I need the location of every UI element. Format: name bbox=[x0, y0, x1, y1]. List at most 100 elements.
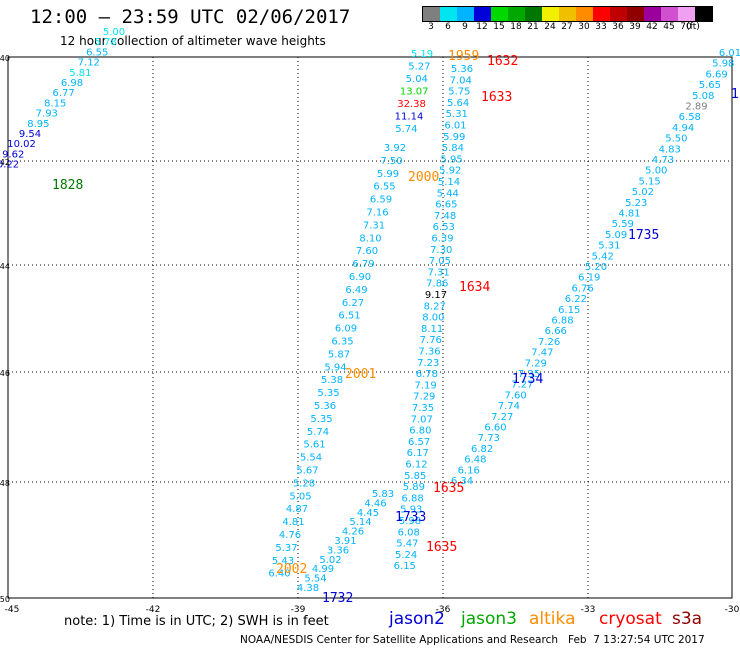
wave-height-label: 5.38 bbox=[321, 375, 343, 386]
wave-height-label: 10.02 bbox=[7, 139, 36, 150]
wave-height-label: 6.77 bbox=[52, 88, 74, 99]
pass-time-label: 1635 bbox=[426, 540, 457, 555]
wave-height-label: 5.94 bbox=[324, 362, 346, 373]
wave-height-label: 7.12 bbox=[78, 58, 100, 69]
wave-height-label: 5.93 bbox=[400, 505, 422, 516]
colorbar-swatch bbox=[542, 7, 559, 21]
colorbar-label: 3 bbox=[428, 22, 434, 32]
wave-height-label: 5.05 bbox=[289, 491, 311, 502]
pass-time-label: 1 bbox=[731, 87, 739, 102]
wave-height-label: 9.62 bbox=[2, 149, 24, 160]
wave-height-label: 6.01 bbox=[444, 121, 466, 132]
wave-height-label: 4.81 bbox=[282, 517, 304, 528]
wave-height-label: 5.43 bbox=[272, 556, 294, 567]
pass-time-label: 1959 bbox=[448, 49, 479, 64]
pass-time-label: 2002 bbox=[276, 562, 307, 577]
lat-tick-label: -50 bbox=[0, 595, 10, 604]
colorbar-swatch bbox=[525, 7, 542, 21]
colorbar-label: 36 bbox=[612, 22, 624, 32]
colorbar-swatch bbox=[440, 7, 457, 21]
lon-tick-label: -30 bbox=[725, 605, 740, 615]
colorbar-label: 15 bbox=[493, 22, 505, 32]
wave-height-label: 11.14 bbox=[395, 112, 424, 123]
wave-height-label: 5.28 bbox=[293, 478, 315, 489]
wave-height-label: 6.55 bbox=[373, 182, 395, 193]
wave-height-label: 7.31 bbox=[363, 220, 385, 231]
lon-tick-label: -39 bbox=[291, 605, 306, 615]
pass-time-label: 1733 bbox=[395, 510, 426, 525]
wave-height-label: 5.74 bbox=[395, 124, 417, 135]
wave-height-label: 4.73 bbox=[652, 155, 674, 166]
colorbar-unit: (ft) bbox=[686, 22, 700, 32]
wave-height-label: 5.75 bbox=[448, 87, 470, 98]
colorbar-label: 24 bbox=[544, 22, 556, 32]
pass-time-label: 2000 bbox=[408, 170, 439, 185]
wave-height-label: 9.17 bbox=[425, 290, 447, 301]
wave-height-label: 7.07 bbox=[411, 414, 433, 425]
wave-height-label: 5.98 bbox=[712, 59, 734, 70]
wave-height-label: 6.55 bbox=[86, 47, 108, 58]
lat-tick-label: -44 bbox=[0, 262, 10, 271]
colorbar-label: 21 bbox=[527, 22, 539, 32]
colorbar-label: 39 bbox=[629, 22, 641, 32]
wave-height-label: 3.92 bbox=[384, 143, 406, 154]
wave-height-label: 7.76 bbox=[420, 335, 442, 346]
colorbar bbox=[422, 6, 713, 22]
wave-height-label: 5.92 bbox=[439, 166, 461, 177]
wave-height-label: 5.31 bbox=[598, 241, 620, 252]
wave-height-label: 6.39 bbox=[431, 234, 453, 245]
wave-height-label: 7.73 bbox=[478, 433, 500, 444]
wave-height-label: 6.82 bbox=[471, 444, 493, 455]
wave-height-label: 7.35 bbox=[412, 403, 434, 414]
wave-height-label: 5.81 bbox=[69, 68, 91, 79]
wave-height-label: 6.98 bbox=[61, 78, 83, 89]
wave-height-label: 6.12 bbox=[405, 460, 427, 471]
wave-height-label: 7.47 bbox=[531, 348, 553, 359]
wave-height-label: 9.54 bbox=[19, 129, 41, 140]
pass-time-label: 1635 bbox=[433, 481, 464, 496]
wave-height-label: 7.27 bbox=[491, 412, 513, 423]
pass-time-label: 1732 bbox=[322, 591, 353, 606]
colorbar-label: 33 bbox=[595, 22, 607, 32]
legend-item-altika: altika bbox=[529, 609, 576, 629]
lon-tick-label: -33 bbox=[581, 605, 596, 615]
wave-height-label: 4.76 bbox=[279, 530, 301, 541]
map-frame bbox=[7, 56, 733, 599]
wave-height-label: 4.83 bbox=[659, 144, 681, 155]
wave-height-label: 5.36 bbox=[451, 64, 473, 75]
wave-height-label: 6.90 bbox=[349, 272, 371, 283]
wave-height-label: 6.78 bbox=[416, 369, 438, 380]
lat-tick-label: -40 bbox=[0, 54, 10, 63]
wave-height-label: 5.54 bbox=[304, 574, 326, 585]
wave-height-label: 6.57 bbox=[408, 437, 430, 448]
wave-height-label: 4.38 bbox=[297, 583, 319, 594]
wave-height-label: 6.88 bbox=[551, 316, 573, 327]
wave-height-label: 5.27 bbox=[408, 62, 430, 73]
wave-height-label: 5.44 bbox=[437, 188, 459, 199]
wave-height-label: 8.15 bbox=[44, 98, 66, 109]
wave-height-label: 5.02 bbox=[319, 555, 341, 566]
pass-time-label: 1632 bbox=[487, 54, 518, 69]
wave-height-label: 7.50 bbox=[380, 156, 402, 167]
colorbar-label: 18 bbox=[510, 22, 522, 32]
wave-height-label: 7.48 bbox=[434, 211, 456, 222]
wave-height-label: 6.69 bbox=[705, 69, 727, 80]
wave-height-label: 5.35 bbox=[317, 388, 339, 399]
wave-height-label: 6.15 bbox=[394, 561, 416, 572]
wave-height-label: 6.59 bbox=[370, 195, 392, 206]
colorbar-swatch bbox=[457, 7, 474, 21]
wave-height-label: 5.99 bbox=[443, 132, 465, 143]
page-subtitle: 12 hour collection of altimeter wave hei… bbox=[60, 34, 326, 48]
wave-height-label: 5.98 bbox=[399, 516, 421, 527]
colorbar-swatch bbox=[491, 7, 508, 21]
wave-height-label: 7.93 bbox=[36, 109, 58, 120]
colorbar-label: 70 bbox=[680, 22, 692, 32]
wave-height-label: 5.36 bbox=[314, 401, 336, 412]
wave-height-label: 6.51 bbox=[338, 311, 360, 322]
pass-time-label: 2001 bbox=[345, 367, 376, 382]
wave-height-label: 6.16 bbox=[458, 465, 480, 476]
colorbar-swatch bbox=[474, 7, 491, 21]
wave-height-label: 4.94 bbox=[672, 123, 694, 134]
wave-height-label: 5.78 bbox=[94, 37, 116, 48]
